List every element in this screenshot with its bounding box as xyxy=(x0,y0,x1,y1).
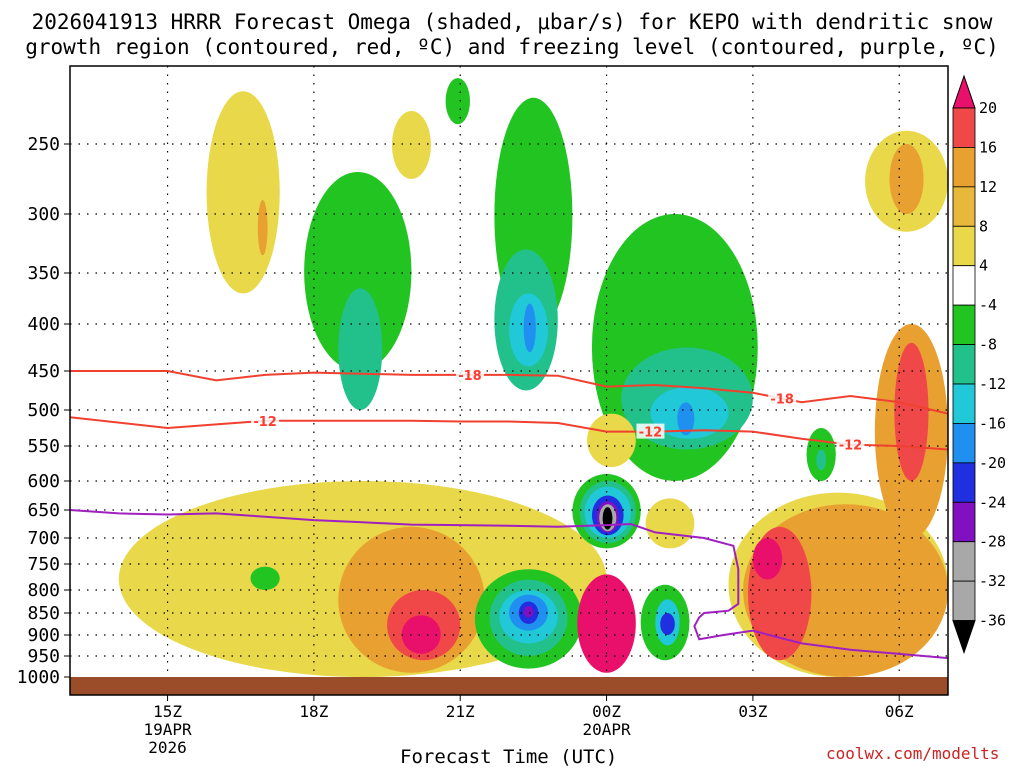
colorbar-label-6: -8 xyxy=(979,336,997,354)
contour-label-dgz-minus18-1: -18 xyxy=(458,369,482,384)
colorbar-segment-1 xyxy=(952,147,976,188)
colorbar-label-13: -36 xyxy=(979,612,1006,630)
ytick-label-700: 700 xyxy=(27,528,60,549)
omega-area-a6-blue xyxy=(523,303,536,353)
colorbar-segment-4 xyxy=(952,265,976,306)
contour-dgz-minus18 xyxy=(70,370,948,415)
colorbar-segment-2 xyxy=(952,186,976,227)
xtick-label-00Z: 00Z xyxy=(592,702,621,721)
colorbar-label-3: 8 xyxy=(979,217,988,235)
omega-area-a3-teal xyxy=(338,288,383,410)
xtick-label-06Z: 06Z xyxy=(885,702,914,721)
omega-area-a3-green xyxy=(304,172,412,371)
xtick-year-15Z: 2026 xyxy=(148,738,187,757)
omega-area-a7-blue xyxy=(677,402,695,436)
colorbar-label-4: 4 xyxy=(979,257,988,275)
colorbar-segment-6 xyxy=(952,344,976,385)
colorbar-segment-5 xyxy=(952,304,976,345)
plot-frame xyxy=(69,65,949,696)
chart-title-line-2: growth region (contoured, red, ºC) and f… xyxy=(25,35,999,59)
colorbar-segment-11 xyxy=(952,541,976,582)
chart-title-line-1: 2026041913 HRRR Forecast Omega (shaded, … xyxy=(31,10,993,34)
contour-label-dgz-minus12-1: -12 xyxy=(639,426,663,441)
colorbar-label-8: -16 xyxy=(979,414,1006,432)
ytick-label-650: 650 xyxy=(27,500,60,521)
omega-shading-layer xyxy=(118,78,948,677)
ytick-label-300: 300 xyxy=(27,204,60,225)
colorbar-segment-9 xyxy=(952,462,976,503)
colorbar-segment-0 xyxy=(952,107,976,148)
xtick-date-00Z: 20APR xyxy=(582,720,631,739)
contour-label-dgz-minus12-0: -12 xyxy=(253,415,277,430)
colorbar-bottom-arrow xyxy=(952,620,976,655)
colorbar: 20 16 12 8 4 -4 -8 -12 -16 -20 -24 -28 -32 -36 xyxy=(952,74,1006,655)
ytick-label-550: 550 xyxy=(27,436,60,457)
omega-area-a4-green xyxy=(445,78,470,125)
omega-area-a15-magenta xyxy=(577,574,636,673)
ytick-label-350: 350 xyxy=(27,263,60,284)
ytick-label-1000: 1000 xyxy=(17,667,60,688)
colorbar-segment-7 xyxy=(952,383,976,424)
omega-area-a11-magenta xyxy=(401,615,441,654)
ytick-label-750: 750 xyxy=(27,554,60,575)
omega-area-a16-blue xyxy=(660,613,675,635)
omega-area-a18-yellow-small xyxy=(645,498,695,549)
contour-label-bg-dgz-minus18-1 xyxy=(455,366,484,382)
contour-label-bg-dgz-minus12-2 xyxy=(836,436,865,452)
omega-area-a14-purple xyxy=(523,606,534,618)
ytick-label-850: 850 xyxy=(27,603,60,624)
colorbar-label-10: -24 xyxy=(979,493,1006,511)
colorbar-segment-12 xyxy=(952,580,976,621)
colorbar-label-1: 16 xyxy=(979,138,997,156)
omega-area-a10-orange xyxy=(889,144,924,214)
ytick-label-800: 800 xyxy=(27,580,60,601)
terrain-bar xyxy=(70,677,948,695)
pressure-axis: 2503003504004505005506006507007508008509… xyxy=(17,134,70,688)
colorbar-label-2: 12 xyxy=(979,178,997,196)
colorbar-label-9: -20 xyxy=(979,454,1006,472)
ytick-label-400: 400 xyxy=(27,314,60,335)
xtick-date-15Z: 19APR xyxy=(143,720,192,739)
x-axis-title: Forecast Time (UTC) xyxy=(400,746,618,768)
colorbar-segment-10 xyxy=(952,501,976,543)
credit-link[interactable]: coolwx.com/modelts xyxy=(826,744,1000,763)
contour-label-bg-dgz-minus12-1 xyxy=(636,423,665,439)
contour-label-dgz-minus18-2: -18 xyxy=(770,392,794,407)
contour-dgz-minus12 xyxy=(70,416,948,451)
omega-area-a8-teal xyxy=(816,449,827,471)
colorbar-label-0: 20 xyxy=(979,99,997,117)
colorbar-segment-3 xyxy=(952,225,976,267)
ytick-label-600: 600 xyxy=(27,471,60,492)
ytick-label-250: 250 xyxy=(27,134,60,155)
xtick-label-03Z: 03Z xyxy=(738,702,767,721)
contour-layer: -18 -18 -12 -12 -12 xyxy=(70,366,948,660)
colorbar-top-arrow xyxy=(952,74,976,109)
ytick-label-500: 500 xyxy=(27,400,60,421)
omega-area-a1-orange xyxy=(257,200,268,256)
omega-area-a17-black xyxy=(602,507,613,530)
colorbar-segment-8 xyxy=(952,423,976,464)
omega-area-a19-green-small xyxy=(250,566,280,590)
contour-label-bg-dgz-minus12-0 xyxy=(251,412,280,428)
xtick-label-15Z: 15Z xyxy=(153,702,182,721)
contour-label-dgz-minus12-2: -12 xyxy=(839,439,863,454)
xtick-label-21Z: 21Z xyxy=(446,702,475,721)
omega-area-a2-yellow xyxy=(391,111,431,179)
ytick-label-950: 950 xyxy=(27,646,60,667)
colorbar-label-5: -4 xyxy=(979,296,997,314)
colorbar-label-7: -12 xyxy=(979,375,1006,393)
xtick-label-18Z: 18Z xyxy=(299,702,328,721)
colorbar-label-11: -28 xyxy=(979,533,1006,551)
ytick-label-450: 450 xyxy=(27,361,60,382)
omega-area-a1-yellow xyxy=(206,91,280,294)
colorbar-label-12: -32 xyxy=(979,572,1006,590)
ytick-label-900: 900 xyxy=(27,625,60,646)
omega-area-a12-magenta xyxy=(752,538,783,580)
omega-area-a9-yellow xyxy=(587,413,636,467)
contour-freezing-level xyxy=(70,509,948,660)
contour-label-bg-dgz-minus18-2 xyxy=(768,390,797,406)
